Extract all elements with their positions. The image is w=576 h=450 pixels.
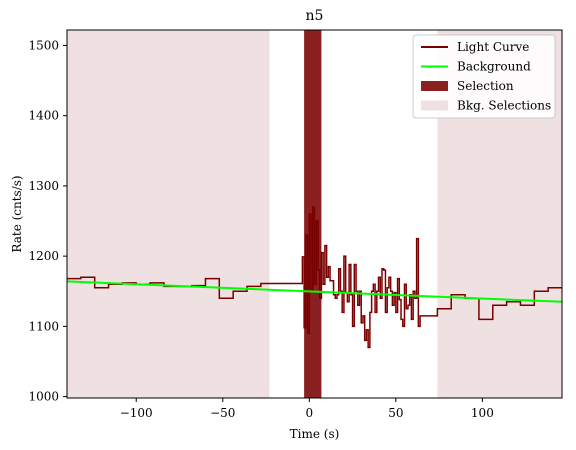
y-tick-label: 1500 [28, 38, 59, 52]
legend-label: Light Curve [457, 40, 529, 54]
x-tick-label: −50 [210, 406, 235, 420]
chart-title: n5 [306, 8, 324, 24]
x-tick-label: 100 [471, 406, 494, 420]
y-tick-label: 1200 [28, 249, 59, 263]
x-axis-ticks: −100 −50 0 50 100 [120, 398, 494, 420]
legend-label: Selection [457, 79, 514, 93]
legend-swatch [421, 81, 448, 91]
x-tick-label: 50 [388, 406, 403, 420]
y-tick-label: 1100 [28, 319, 59, 333]
y-tick-label: 1300 [28, 179, 59, 193]
x-tick-label: −100 [120, 406, 153, 420]
legend-label: Bkg. Selections [457, 99, 551, 113]
background-line [66, 280, 563, 303]
plot-frame [66, 29, 563, 399]
y-axis-label: Rate (cnts/s) [10, 175, 24, 252]
bkg-selection-band [67, 30, 270, 398]
legend-swatch [421, 100, 448, 111]
y-tick-label: 1400 [28, 109, 59, 123]
y-tick-label: 1000 [28, 390, 59, 404]
y-axis-ticks: 1000 1100 1200 1300 1400 1500 [28, 38, 67, 404]
legend-label: Background [457, 60, 531, 74]
background-series [66, 280, 563, 303]
legend: Light Curve Background Selection Bkg. Selec… [412, 34, 556, 119]
legend-box [412, 34, 556, 119]
x-axis-label: Time (s) [290, 427, 340, 441]
x-tick-label: 0 [305, 406, 313, 420]
